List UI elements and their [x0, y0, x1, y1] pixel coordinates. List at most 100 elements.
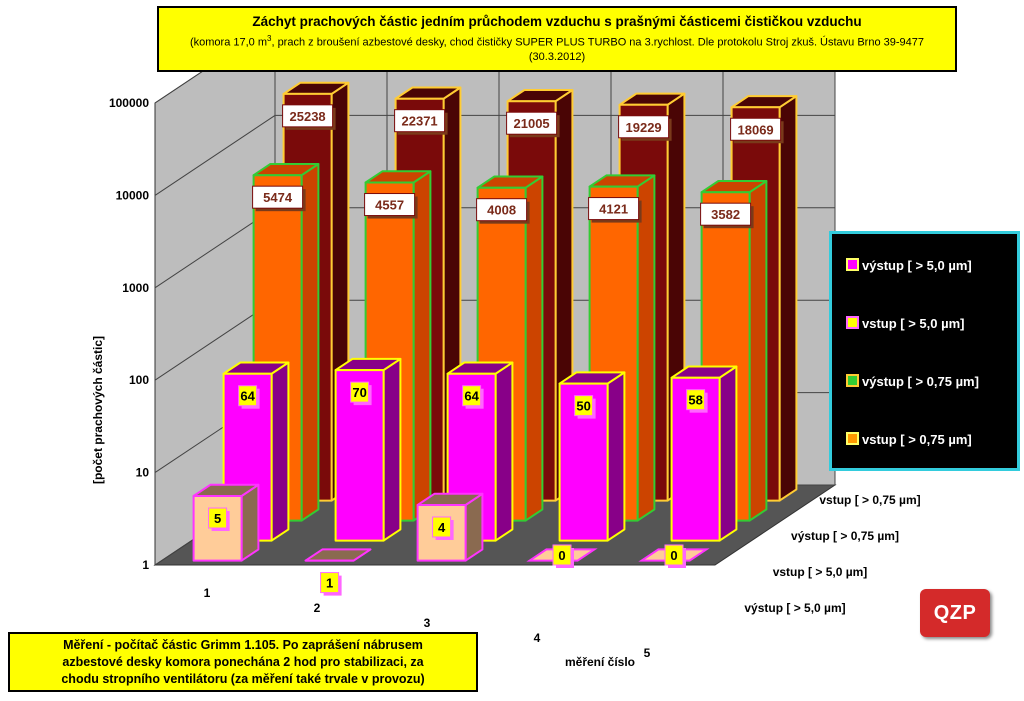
bar	[670, 365, 738, 542]
chart-subtitle-start: (komora 17,0 m	[189, 36, 267, 49]
data-label-text: 22371	[402, 114, 438, 129]
data-label-text: 18069	[738, 122, 774, 137]
bar-side	[778, 95, 798, 502]
data-label-text: 70	[352, 385, 366, 400]
data-label-box	[432, 516, 452, 538]
depth-tick-label: výstup [ > 5,0 µm]	[744, 601, 845, 615]
bar-side	[636, 174, 656, 522]
data-label-box	[350, 381, 370, 403]
legend-item: výstup [ > 0,75 µm]	[846, 374, 979, 389]
data-label: 0	[552, 544, 574, 568]
data-label: 18069	[730, 117, 784, 144]
data-label: 58	[686, 389, 708, 413]
bar-front	[334, 369, 385, 542]
bar	[334, 357, 402, 542]
legend-swatch	[846, 316, 859, 329]
chart-bars: 25238 22371 21005 19229 18069 5474 4557 4008 412…	[192, 81, 798, 596]
data-label: 19229	[618, 115, 672, 141]
chart-subtitle-superscript: 3	[267, 34, 272, 43]
data-label-text: 3582	[711, 207, 740, 222]
x-axis-label: měření číslo	[565, 655, 635, 669]
depth-axis-ticks: vstup [ > 0,75 µm] výstup [ > 0,75 µm] vst…	[744, 493, 920, 615]
legend-swatch	[846, 374, 859, 387]
data-label-box	[238, 385, 258, 407]
data-label-box	[730, 117, 782, 141]
measurement-note: Měření - počítač částic Grimm 1.105. Po …	[8, 632, 478, 692]
data-label: 70	[350, 381, 372, 406]
data-label-box	[282, 104, 334, 128]
data-label: 25238	[282, 104, 336, 130]
data-label-box	[574, 395, 594, 417]
bar-side	[300, 163, 320, 522]
bar-side	[412, 170, 432, 522]
data-label-text: 58	[688, 393, 702, 408]
data-label-text: 5474	[263, 190, 293, 205]
x-tick-label: 1	[204, 586, 211, 600]
data-label: 64	[462, 385, 484, 409]
y-tick-label: 100	[129, 373, 149, 387]
x-tick-label: 2	[314, 601, 321, 615]
data-label-box	[506, 111, 558, 135]
x-axis-ticks: 1 2 3 4 5	[204, 586, 651, 660]
y-tick-label: 1000	[122, 281, 149, 295]
bar-side	[748, 180, 768, 522]
data-label-text: 4121	[599, 202, 628, 217]
data-label-text: 0	[558, 548, 565, 563]
data-label-text: 64	[240, 389, 255, 404]
depth-tick-label: vstup [ > 5,0 µm]	[773, 565, 868, 579]
data-label-text: 4	[438, 520, 446, 535]
data-label-text: 1	[326, 576, 333, 591]
bar-side	[718, 365, 738, 542]
chart-legend: výstup [ > 5,0 µm] vstup [ > 5,0 µm] výs…	[829, 231, 1020, 471]
legend-item: vstup [ > 5,0 µm]	[846, 316, 965, 331]
bar-front	[558, 382, 609, 542]
data-label: 5	[208, 507, 230, 532]
y-axis-label: [počet prachových částic]	[91, 336, 105, 484]
bar-side	[270, 361, 290, 542]
legend-label: vstup [ > 0,75 µm]	[862, 432, 972, 447]
data-label-box	[686, 389, 706, 411]
legend-label: výstup [ > 0,75 µm]	[862, 374, 979, 389]
data-label-text: 0	[670, 548, 677, 563]
data-label-text: 25238	[290, 109, 326, 124]
chart-subtitle: (komora 17,0 m3, prach z broušení azbest…	[159, 32, 955, 64]
data-label-text: 19229	[626, 120, 662, 135]
data-label-box	[208, 507, 228, 529]
note-line: Měření - počítač částic Grimm 1.105. Po …	[63, 638, 423, 652]
data-label: 3582	[700, 202, 754, 229]
x-tick-label: 5	[644, 646, 651, 660]
data-label-box	[588, 197, 640, 221]
chart-title-box: Záchyt prachových částic jedním průchode…	[157, 6, 957, 72]
legend-swatch	[846, 258, 859, 271]
data-label: 5474	[252, 185, 306, 212]
bar-side	[240, 483, 260, 562]
bar-side	[606, 371, 626, 542]
bar	[558, 371, 626, 542]
data-label-text: 64	[464, 389, 479, 404]
data-label: 4557	[364, 193, 418, 219]
data-label: 4	[432, 516, 454, 540]
data-label: 0	[664, 544, 686, 568]
note-line: azbestové desky komora ponechána 2 hod p…	[62, 655, 424, 669]
data-label: 64	[238, 385, 260, 409]
data-label-box	[700, 202, 752, 226]
data-label-box	[252, 185, 304, 209]
bar-side	[494, 361, 514, 542]
data-label: 4121	[588, 197, 642, 223]
bar-side	[524, 175, 544, 522]
depth-tick-label: výstup [ > 0,75 µm]	[791, 529, 899, 543]
legend-label: vstup [ > 5,0 µm]	[862, 316, 965, 331]
data-label-box	[664, 544, 684, 566]
data-label: 50	[574, 395, 596, 419]
x-tick-label: 3	[424, 616, 431, 630]
data-label-text: 4008	[487, 203, 516, 218]
data-label: 21005	[506, 111, 560, 138]
y-axis-ticks: 1 10 100 1000 10000 100000	[109, 96, 149, 572]
y-tick-label: 10000	[116, 188, 150, 202]
chart-title: Záchyt prachových částic jedním průchode…	[252, 14, 862, 29]
data-label-box	[462, 385, 482, 407]
legend-item: vstup [ > 0,75 µm]	[846, 432, 972, 447]
data-label-box	[618, 115, 670, 139]
